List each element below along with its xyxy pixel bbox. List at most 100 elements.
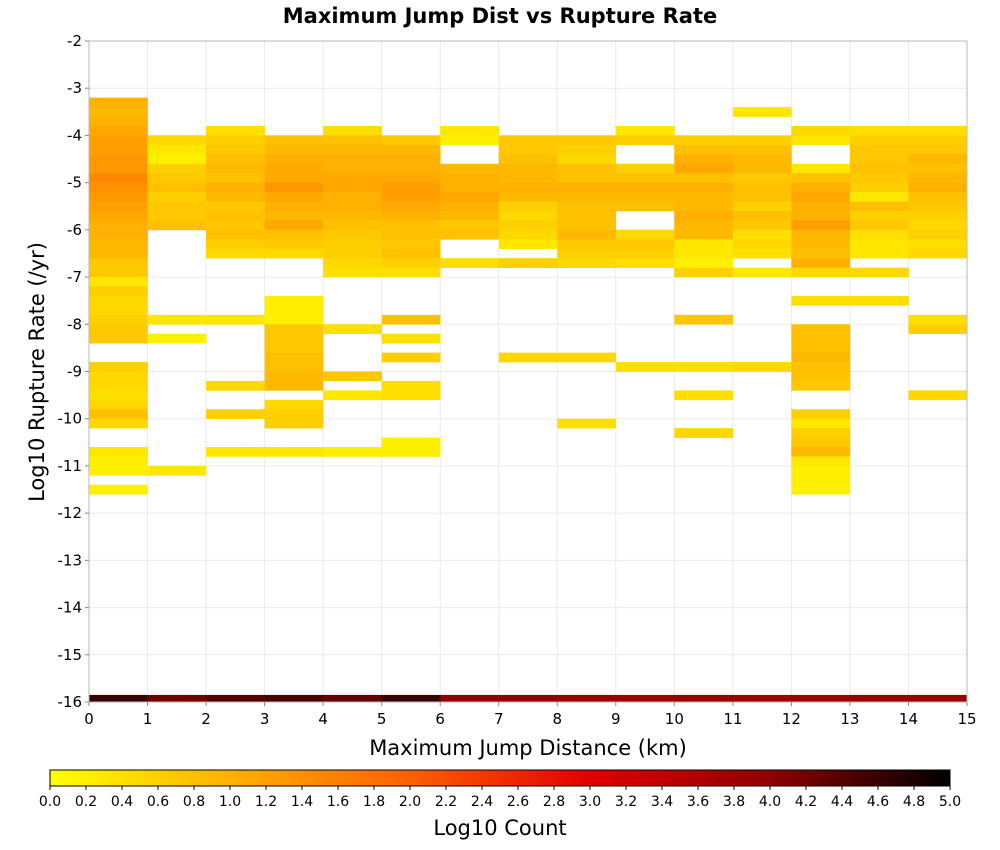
heatmap-cell (791, 437, 851, 448)
heatmap-cell (498, 229, 558, 240)
heatmap-cell (791, 475, 851, 486)
colorbar-tick-label: 4.8 (903, 794, 925, 810)
heatmap-cell (908, 144, 968, 155)
heatmap-cell (89, 154, 148, 165)
heatmap-cell (147, 333, 207, 344)
y-axis-ticks: -2 -3 -4 -5 -6 -7 -8 -9 -10 -11 -12 -13 -14 -15 -16 (58, 32, 89, 711)
heatmap-cell (557, 258, 617, 268)
heatmap-cell (89, 456, 148, 467)
heatmap-cell (908, 220, 968, 231)
heatmap-cell (615, 173, 675, 183)
heatmap-cell (206, 144, 265, 155)
heatmap-cell (557, 418, 617, 429)
heatmap-cell (206, 182, 265, 193)
y-tick-label: -4 (67, 126, 82, 144)
y-axis-label: Log10 Rupture Rate (/yr) (25, 242, 49, 502)
heatmap-cell (498, 352, 558, 363)
heatmap-cell (908, 173, 968, 183)
heatmap-cell (381, 447, 441, 457)
heatmap-cell (908, 229, 968, 240)
heatmap-cell (89, 201, 148, 212)
heatmap-cell (791, 428, 851, 438)
y-tick-label: -16 (58, 693, 83, 711)
heatmap-cell (557, 352, 617, 363)
heatmap-cell (381, 210, 441, 221)
heatmap-cell (323, 210, 382, 221)
heatmap-cell (206, 229, 265, 240)
colorbar (49, 769, 951, 787)
heatmap-cell (908, 314, 968, 325)
x-tick-label: 10 (665, 710, 684, 728)
heatmap-cell (381, 154, 441, 165)
heatmap-cell (791, 465, 851, 476)
heatmap-cell (264, 324, 324, 335)
heatmap-cell (615, 248, 675, 259)
heatmap-cell (908, 694, 968, 702)
heatmap-cell (791, 229, 851, 240)
x-tick-label: 6 (435, 710, 445, 728)
heatmap-cell (791, 163, 851, 174)
heatmap-cell (674, 362, 734, 372)
heatmap-cell (849, 201, 909, 212)
x-tick-label: 8 (552, 710, 562, 728)
heatmap-cell (381, 144, 441, 155)
heatmap-cell (440, 201, 500, 212)
heatmap-cell (89, 192, 148, 202)
heatmap-cell (206, 163, 265, 174)
heatmap-cell (323, 192, 382, 202)
heatmap-cell (264, 418, 324, 429)
heatmap-cell (381, 201, 441, 212)
heatmap-cell (89, 409, 148, 420)
heatmap-cell (381, 267, 441, 278)
heatmap-cell (381, 380, 441, 391)
heatmap-cell (791, 173, 851, 183)
heatmap-cell (89, 314, 148, 325)
heatmap-cell (908, 201, 968, 212)
heatmap-cell (264, 192, 324, 202)
heatmap-cell (147, 144, 207, 155)
heatmap-cell (557, 144, 617, 155)
heatmap-cell (557, 182, 617, 193)
heatmap-cell (147, 201, 207, 212)
heatmap-cell (498, 163, 558, 174)
heatmap-cell (264, 220, 324, 231)
heatmap-cell (89, 465, 148, 476)
heatmap-cell (498, 220, 558, 231)
heatmap-cell (732, 163, 792, 174)
heatmap-cell (732, 210, 792, 221)
heatmap-cell (791, 352, 851, 363)
heatmap-cell (732, 220, 792, 231)
heatmap-cell (791, 267, 851, 278)
heatmap-cell (89, 305, 148, 316)
heatmap-cell (849, 125, 909, 136)
heatmap-cell (206, 220, 265, 231)
colorbar-tick-label: 4.6 (867, 794, 889, 810)
heatmap-cell (908, 390, 968, 401)
heatmap-cell (791, 447, 851, 457)
heatmap-cell (381, 135, 441, 146)
colorbar-ticks: 0.0 0.2 0.4 0.6 0.8 1.0 1.2 1.4 1.6 1.8 2.0 2.2 2.4 2… (39, 786, 961, 810)
heatmap-cell (849, 163, 909, 174)
heatmap-cell (323, 239, 382, 250)
heatmap-cell (206, 248, 265, 259)
colorbar-tick-label: 1.6 (327, 794, 349, 810)
heatmap-cell (323, 390, 382, 401)
heatmap-cell (791, 343, 851, 353)
heatmap-cell (732, 362, 792, 372)
x-tick-label: 15 (957, 710, 976, 728)
heatmap-cell (908, 182, 968, 193)
heatmap-cell (381, 694, 441, 702)
y-tick-label: -5 (67, 174, 82, 192)
heatmap-cell (849, 144, 909, 155)
heatmap-cell (557, 220, 617, 231)
heatmap-cell (264, 248, 324, 259)
x-tick-label: 13 (840, 710, 859, 728)
heatmap-cell (498, 201, 558, 212)
heatmap-cell (791, 192, 851, 202)
heatmap-cell (791, 371, 851, 382)
x-tick-label: 1 (143, 710, 153, 728)
heatmap-cell (908, 154, 968, 165)
heatmap-cell (908, 210, 968, 221)
heatmap-cell (440, 258, 500, 268)
heatmap-cell (89, 97, 148, 108)
